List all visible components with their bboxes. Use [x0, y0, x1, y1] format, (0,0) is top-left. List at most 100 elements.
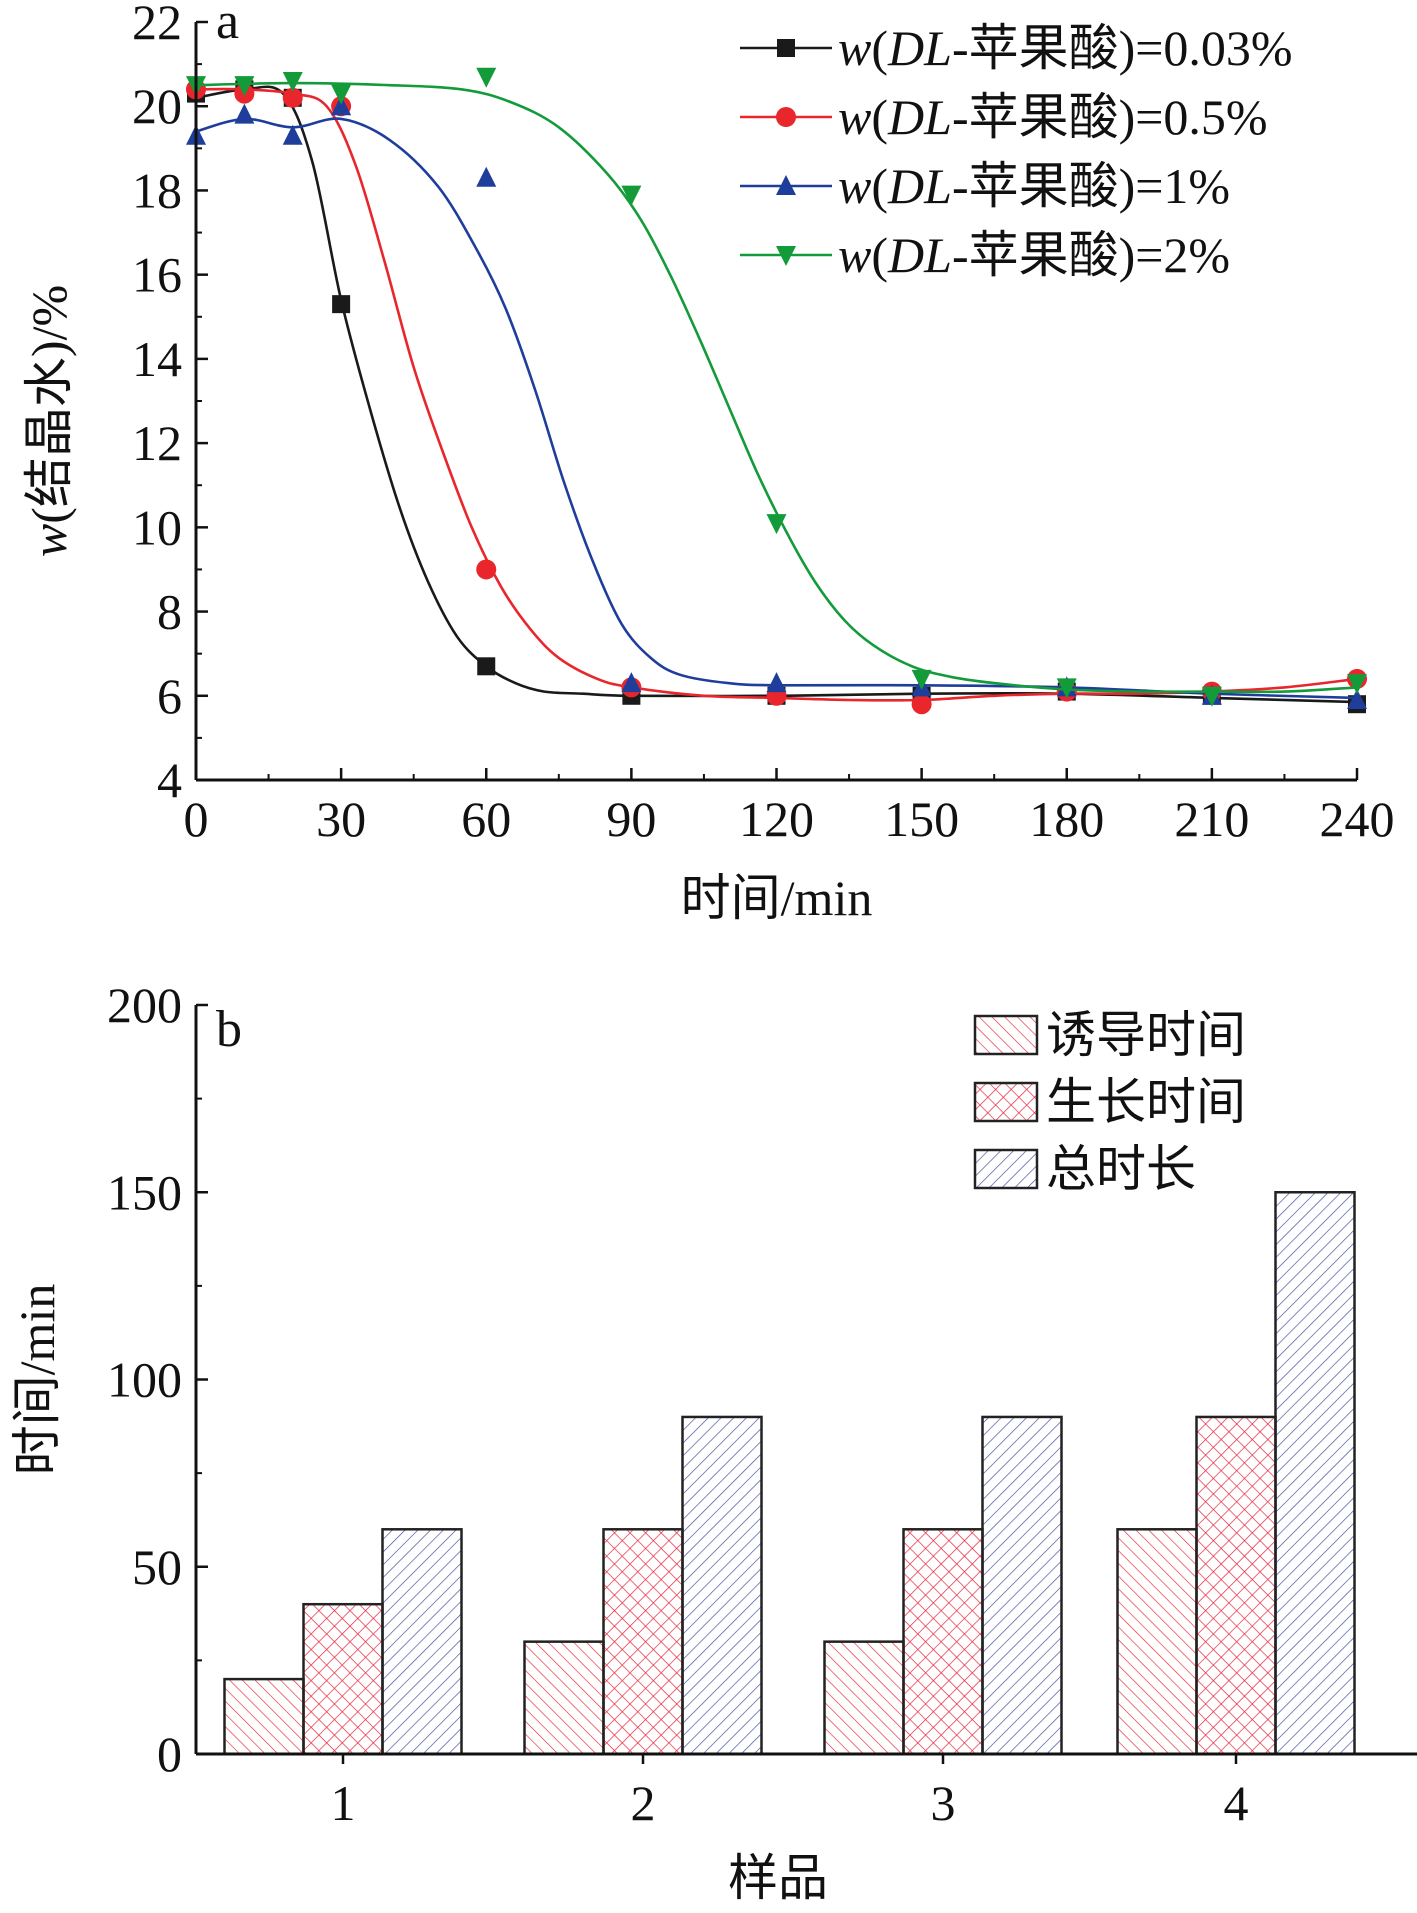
y-tick-label: 50: [132, 1539, 182, 1595]
x-tick-label: 1: [331, 1775, 356, 1831]
legend-marker: [777, 39, 795, 57]
legend-label-part: (: [871, 20, 888, 76]
y-tick-label: 10: [132, 499, 182, 555]
x-axis-title: 时间/min: [681, 870, 873, 926]
legend-label-part: DL: [887, 20, 952, 76]
bar-group-4: [1116, 1191, 1356, 1756]
legend-item: 总时长: [973, 1141, 1196, 1197]
x-axis-title: 样品: [728, 1850, 828, 1906]
legend-label: w(DL-苹果酸)=2%: [838, 227, 1230, 283]
x-tick-label: 150: [884, 791, 959, 847]
axes: [194, 20, 1359, 782]
bar: [681, 1415, 763, 1756]
legend-item: w(DL-苹果酸)=2%: [740, 227, 1230, 283]
legend-label-part: -苹果酸)=1%: [952, 158, 1230, 214]
legend-label-part: w: [838, 227, 871, 283]
bar-group-3: [823, 1415, 1063, 1756]
legend-label-part: DL: [887, 89, 952, 145]
series-3: [186, 67, 1367, 707]
legend-swatch: [973, 1148, 1039, 1190]
legend-item: 生长时间: [973, 1074, 1246, 1130]
legend-label-part: (: [871, 89, 888, 145]
bar: [1195, 1415, 1277, 1756]
y-tick-label: 0: [157, 1726, 182, 1782]
y-tick-label: 200: [107, 977, 182, 1033]
data-point: [331, 84, 352, 105]
legend-swatch: [973, 1081, 1039, 1123]
data-point: [282, 87, 303, 108]
legend-label: w(DL-苹果酸)=1%: [838, 158, 1230, 214]
x-tick-label: 4: [1224, 1775, 1249, 1831]
y-tick-label: 150: [107, 1164, 182, 1220]
x-tick-label: 240: [1320, 791, 1395, 847]
data-point: [621, 185, 642, 206]
legend-label-part: w: [838, 20, 871, 76]
y-tick-label: 14: [132, 331, 182, 387]
y-axis-title: 时间/min: [9, 1284, 65, 1476]
bar: [981, 1415, 1063, 1756]
axes: [194, 1003, 1417, 1764]
y-axis-title-rest: (结晶水)/%: [21, 285, 77, 524]
series-line: [195, 85, 1358, 704]
y-tick-label: 100: [107, 1352, 182, 1408]
data-point: [476, 559, 497, 580]
data-point: [911, 694, 932, 715]
y-tick-label: 4: [157, 752, 182, 808]
y-axis-title-variable: w: [21, 524, 77, 557]
legend-marker: [776, 107, 796, 127]
bar: [1116, 1528, 1198, 1756]
legend-marker: [776, 175, 796, 195]
x-tick-label: 0: [184, 791, 209, 847]
bar: [302, 1602, 384, 1756]
bar: [523, 1640, 605, 1756]
legend-item: 诱导时间: [973, 1007, 1246, 1063]
x-tick-label: 180: [1029, 791, 1104, 847]
legend: w(DL-苹果酸)=0.03%w(DL-苹果酸)=0.5%w(DL-苹果酸)=1…: [740, 20, 1293, 283]
bars: [223, 1191, 1356, 1756]
bar: [823, 1640, 905, 1756]
x-tick-label: 30: [316, 791, 366, 847]
data-point: [476, 67, 497, 88]
data-point: [911, 669, 932, 690]
x-tick-label: 120: [739, 791, 814, 847]
legend-swatch: [973, 1014, 1039, 1056]
data-point: [331, 95, 352, 116]
tick-labels: 0 50 100 150 200 1 2 3 4: [107, 977, 1249, 1831]
legend-label-part: (: [871, 227, 888, 283]
series-group: [186, 67, 1367, 715]
data-point: [1347, 674, 1367, 695]
data-point: [1347, 688, 1367, 709]
bar-group-2: [523, 1415, 763, 1756]
data-point: [282, 124, 303, 145]
bar: [902, 1528, 984, 1756]
legend-label: w(DL-苹果酸)=0.03%: [838, 20, 1293, 76]
legend-label-part: -苹果酸)=2%: [952, 227, 1230, 283]
panel-label: a: [216, 0, 239, 50]
line-chart-panel: 0 30 60 90 120 150 180 210 24046810121416182022 …: [21, 0, 1395, 926]
data-point: [766, 672, 787, 693]
y-tick-label: 22: [132, 0, 182, 50]
legend-label: 生长时间: [1046, 1074, 1246, 1130]
panel-label: b: [216, 1001, 242, 1058]
data-point: [234, 76, 255, 97]
data-point: [1201, 686, 1222, 707]
data-point: [234, 103, 255, 124]
y-tick-label: 18: [132, 162, 182, 218]
data-point: [477, 657, 496, 676]
data-point: [476, 166, 497, 187]
y-axis-title: w(结晶水)/%: [21, 285, 77, 557]
legend-label-part: DL: [887, 158, 952, 214]
series-line: [195, 81, 1358, 694]
y-tick-label: 12: [132, 415, 182, 471]
data-point: [766, 514, 787, 535]
data-point: [282, 71, 303, 92]
bar-group-1: [223, 1528, 463, 1756]
legend-label-part: DL: [887, 227, 952, 283]
y-tick-label: 20: [132, 78, 182, 134]
legend-label-part: w: [838, 158, 871, 214]
legend-item: w(DL-苹果酸)=1%: [740, 158, 1230, 214]
legend-label: 诱导时间: [1046, 1007, 1246, 1063]
data-point: [621, 672, 642, 693]
data-point: [332, 295, 351, 314]
series-line: [195, 117, 1358, 700]
